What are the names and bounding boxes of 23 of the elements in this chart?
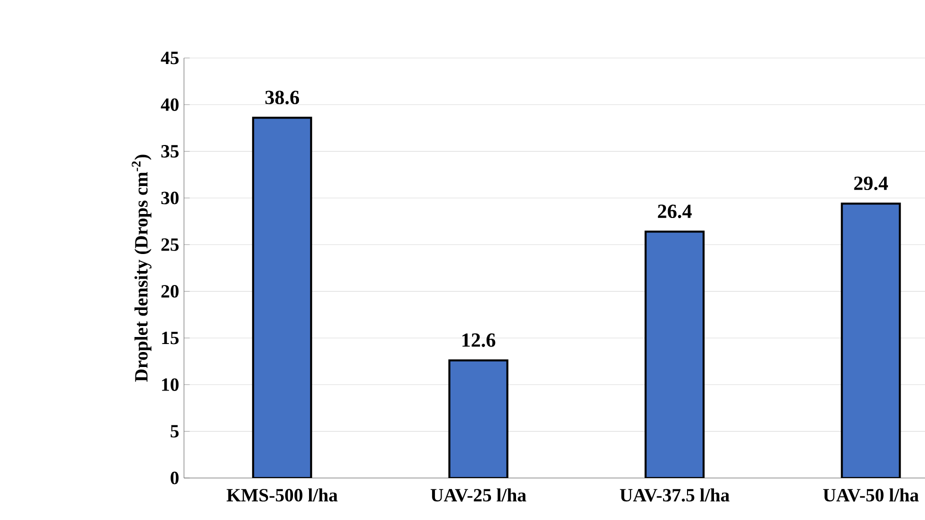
y-tick-label: 35 [161, 145, 179, 158]
y-axis-title: Droplet density (Drops cm$^{-2}$) [132, 154, 152, 382]
data-label: 38.6 [265, 90, 300, 104]
bar [840, 202, 901, 478]
y-tick-label: 0 [170, 472, 179, 484]
y-tick-label: 20 [161, 285, 179, 298]
bar [252, 116, 312, 478]
x-tick-label: UAV-37.5 l/ha [620, 488, 730, 502]
y-tick-label: 30 [161, 192, 179, 204]
y-tick-label: 5 [170, 425, 179, 438]
y-tick-label: 45 [160, 52, 179, 64]
x-tick-label: UAV-25 l/ha [430, 488, 526, 502]
bar [644, 230, 705, 478]
data-label: 12.6 [462, 333, 496, 347]
data-label: 26.4 [658, 204, 692, 218]
x-tick-label: KMS-500 l/ha [226, 488, 338, 502]
x-tick-label: UAV-50 l/ha [823, 488, 919, 502]
y-tick-label: 40 [160, 98, 179, 111]
bar [448, 359, 508, 478]
y-tick-label: 25 [161, 238, 179, 251]
y-tick-label: 10 [162, 378, 179, 391]
data-label: 29.4 [854, 176, 888, 190]
y-tick-label: 15 [162, 332, 179, 344]
